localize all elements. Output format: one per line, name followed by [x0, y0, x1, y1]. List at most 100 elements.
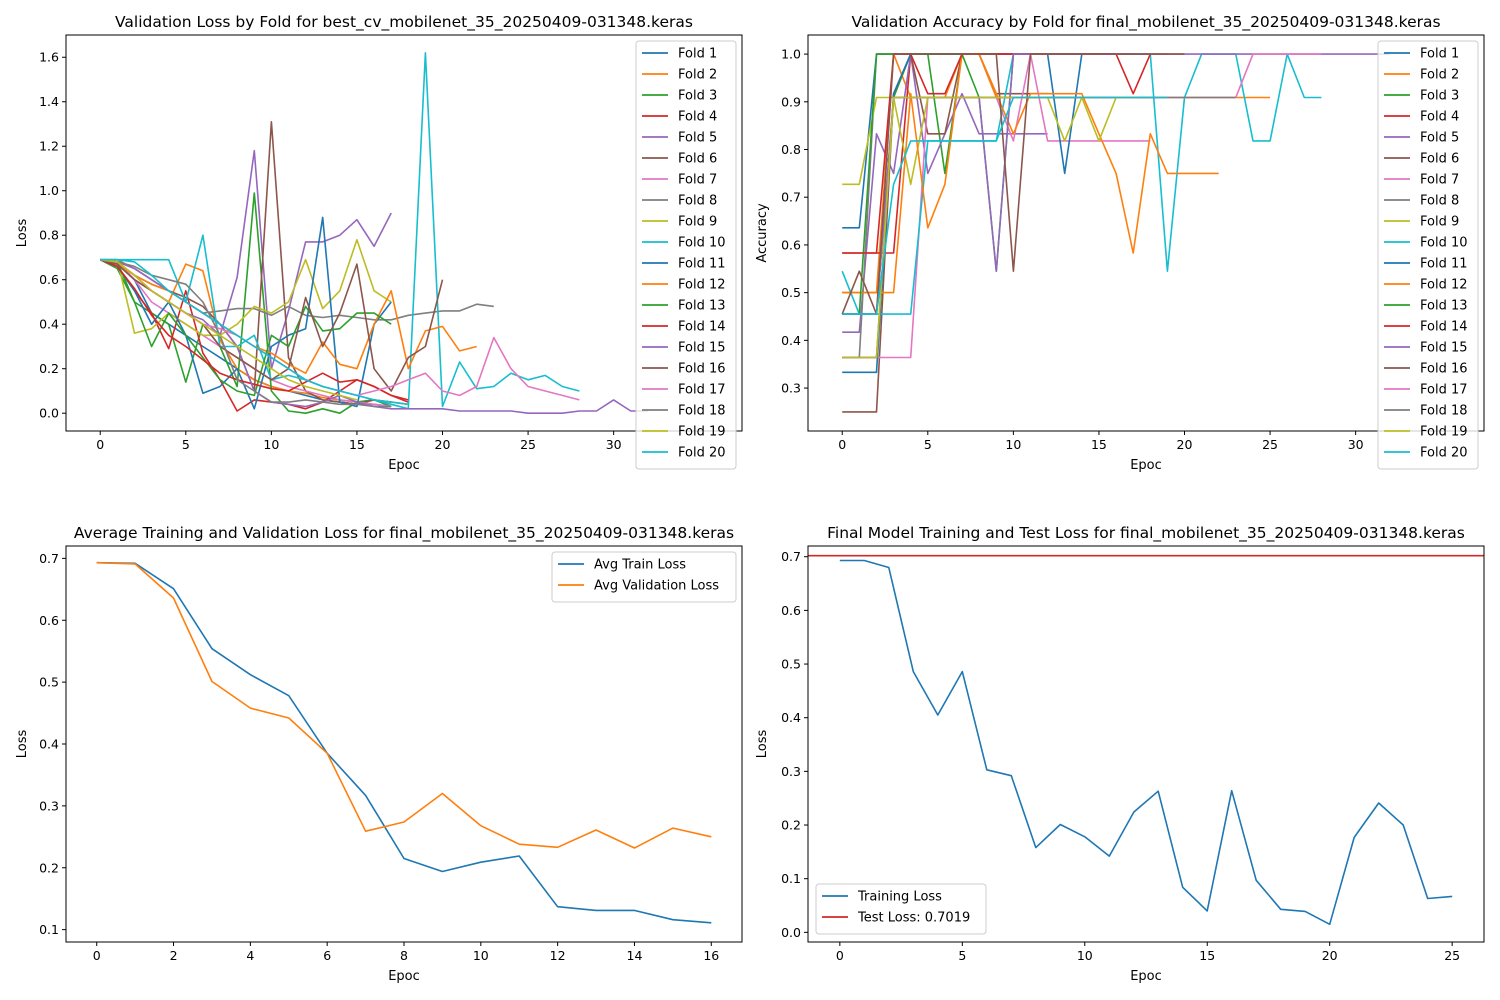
y-tick-label: 0.0 — [781, 925, 801, 940]
y-tick-label: 0.7 — [781, 549, 801, 564]
plot-area — [808, 554, 1484, 926]
y-axis-label: Accuracy — [755, 203, 770, 263]
legend-label: Fold 10 — [678, 236, 726, 251]
x-tick-label: 20 — [1322, 948, 1338, 963]
series-line-fold-14 — [99, 258, 409, 401]
plot-area — [841, 53, 1390, 413]
legend-label: Training Loss — [857, 890, 942, 905]
x-tick-label: 0 — [96, 437, 104, 452]
y-tick-label: 1.0 — [781, 47, 801, 62]
y-tick-label: 0.5 — [781, 285, 801, 300]
series-line-fold-19 — [842, 96, 1134, 359]
x-tick-label: 20 — [1177, 437, 1193, 452]
y-tick-label: 0.8 — [781, 142, 801, 157]
series-line-fold-20 — [842, 96, 1168, 315]
y-tick-label: 0.6 — [781, 237, 801, 252]
x-tick-label: 12 — [550, 948, 566, 963]
y-tick-label: 1.6 — [39, 50, 59, 65]
x-axis-label: Epoc — [1130, 969, 1162, 984]
x-tick-label: 6 — [323, 948, 331, 963]
legend-label: Fold 2 — [678, 68, 717, 83]
y-tick-label: 0.6 — [781, 603, 801, 618]
legend-label: Fold 19 — [678, 425, 726, 440]
y-tick-label: 0.3 — [781, 381, 801, 396]
legend-label: Fold 4 — [678, 110, 717, 125]
legend-label: Fold 5 — [1420, 131, 1459, 146]
y-tick-label: 0.8 — [39, 228, 59, 243]
y-tick-label: 0.6 — [39, 272, 59, 287]
series-line-fold-13 — [100, 258, 392, 397]
x-tick-label: 5 — [958, 948, 966, 963]
y-tick-label: 1.4 — [39, 94, 59, 109]
chart-title: Average Training and Validation Loss for… — [74, 524, 734, 543]
y-tick-label: 1.0 — [39, 183, 59, 198]
legend-label: Fold 7 — [1420, 173, 1459, 188]
legend-label: Fold 9 — [678, 215, 717, 230]
legend-label: Fold 17 — [678, 383, 726, 398]
y-tick-label: 1.2 — [39, 139, 59, 154]
series-line-fold-7 — [842, 53, 1151, 359]
legend-box — [635, 40, 737, 470]
y-tick-label: 0.5 — [781, 657, 801, 672]
legend-box — [1377, 40, 1479, 470]
y-tick-label: 0.2 — [39, 860, 59, 875]
y-axis-label: Loss — [15, 219, 30, 248]
legend-label: Fold 14 — [678, 320, 726, 335]
y-tick-label: 0.4 — [39, 317, 59, 332]
y-tick-label: 0.3 — [781, 764, 801, 779]
legend-label: Fold 13 — [1420, 299, 1468, 314]
legend-label: Fold 19 — [1420, 425, 1468, 440]
x-tick-label: 16 — [703, 948, 719, 963]
x-tick-label: 2 — [170, 948, 178, 963]
legend-label: Fold 20 — [678, 446, 726, 461]
legend-label: Test Loss: 0.7019 — [857, 911, 970, 926]
y-tick-label: 0.2 — [39, 361, 59, 376]
y-tick-label: 0.1 — [781, 871, 801, 886]
legend-label: Fold 8 — [678, 194, 717, 209]
y-tick-label: 0.0 — [39, 406, 59, 421]
series-line-avg-train-loss — [96, 561, 712, 924]
y-tick-label: 0.4 — [781, 710, 801, 725]
plot-frame — [65, 545, 743, 943]
legend: Training Loss Test Loss: 0.7019 — [815, 883, 987, 935]
legend: Avg Train Loss Avg Validation Loss — [551, 551, 737, 603]
x-tick-label: 20 — [435, 437, 451, 452]
legend-label: Fold 17 — [1420, 383, 1468, 398]
legend: Fold 1 Fold 2 Fold 3 Fold 4 Fold 5 Fold 6 Fold… — [1377, 40, 1479, 470]
series-line-fold-20 — [100, 258, 409, 406]
y-tick-label: 0.1 — [39, 922, 59, 937]
legend-box — [551, 551, 737, 603]
x-axis-label: Epoc — [388, 458, 420, 473]
x-tick-label: 5 — [924, 437, 932, 452]
plot-area — [96, 561, 712, 924]
x-tick-label: 25 — [520, 437, 536, 452]
legend-label: Fold 16 — [1420, 362, 1468, 377]
legend-label: Fold 11 — [1420, 257, 1468, 272]
chart-title: Final Model Training and Test Loss for f… — [827, 524, 1465, 543]
x-tick-label: 5 — [182, 437, 190, 452]
legend-label: Fold 7 — [678, 173, 717, 188]
series-line-fold-12 — [100, 258, 477, 375]
chart-panel-2: Validation Accuracy by Fold for final_mo… — [755, 13, 1485, 473]
legend-label: Fold 15 — [678, 341, 726, 356]
y-tick-label: 0.4 — [781, 333, 801, 348]
legend-label: Fold 11 — [678, 257, 726, 272]
legend-label: Avg Train Loss — [594, 558, 686, 573]
x-tick-label: 8 — [400, 948, 408, 963]
x-tick-label: 25 — [1262, 437, 1278, 452]
x-tick-label: 25 — [1444, 948, 1460, 963]
y-axis-label: Loss — [15, 730, 30, 759]
x-tick-label: 15 — [1091, 437, 1107, 452]
y-tick-label: 0.2 — [781, 818, 801, 833]
legend-label: Fold 1 — [678, 47, 717, 62]
legend-label: Fold 5 — [678, 131, 717, 146]
legend-box — [815, 883, 987, 935]
x-tick-label: 30 — [606, 437, 622, 452]
y-tick-label: 0.3 — [39, 798, 59, 813]
chart-title: Validation Loss by Fold for best_cv_mobi… — [115, 13, 693, 32]
plot-frame — [807, 34, 1485, 432]
series-line-fold-11 — [99, 216, 392, 410]
y-tick-label: 0.5 — [39, 675, 59, 690]
legend-label: Fold 4 — [1420, 110, 1459, 125]
